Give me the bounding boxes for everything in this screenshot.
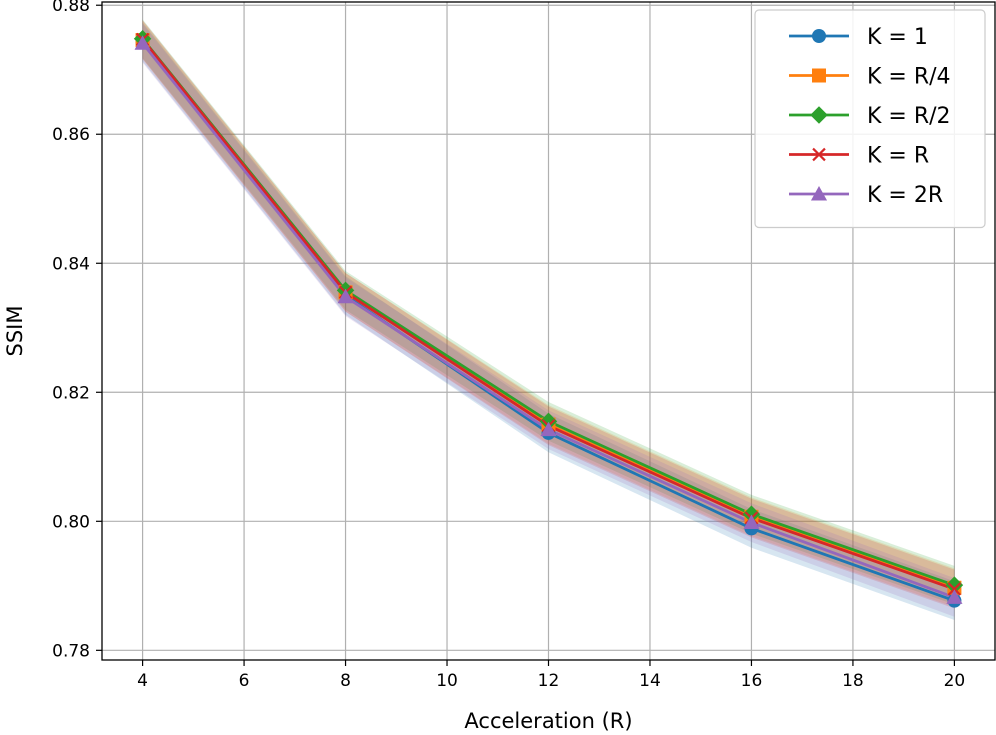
legend-label: K = R/4 bbox=[867, 65, 951, 90]
legend-marker bbox=[812, 68, 826, 83]
y-tick-label: 0.78 bbox=[52, 641, 90, 661]
legend-marker bbox=[810, 185, 828, 201]
legend-entry: K = 1 bbox=[789, 25, 928, 50]
legend-marker bbox=[810, 106, 828, 124]
x-tick-label: 8 bbox=[340, 671, 351, 691]
legend-marker bbox=[812, 29, 826, 43]
y-tick-label: 0.82 bbox=[52, 383, 90, 403]
x-tick-label: 18 bbox=[842, 671, 864, 691]
data-point-3-4 bbox=[947, 582, 962, 596]
y-tick-label: 0.86 bbox=[52, 125, 90, 145]
legend-entry: K = R bbox=[789, 144, 929, 169]
x-tick-label: 6 bbox=[239, 671, 250, 691]
legend-entry: K = R/4 bbox=[789, 65, 951, 90]
x-axis-ticks: 4 6 8 10 12 14 16 18 20 bbox=[137, 660, 965, 691]
legend: K = 1 K = R/4 K = R/2 K = R K = 2R bbox=[754, 9, 986, 229]
legend-label: K = R bbox=[867, 144, 929, 169]
data-point-2-3 bbox=[742, 505, 761, 523]
y-tick-label: 0.84 bbox=[52, 254, 90, 274]
y-axis-ticks: 0.78 0.80 0.82 0.84 0.86 0.88 bbox=[52, 0, 102, 661]
data-point-2-2 bbox=[539, 412, 558, 431]
data-point-4-2 bbox=[540, 421, 557, 437]
legend-marker bbox=[812, 147, 826, 162]
data-point-4-4 bbox=[946, 589, 963, 604]
y-tick-label: 0.88 bbox=[52, 0, 90, 16]
x-tick-label: 4 bbox=[137, 671, 148, 691]
x-axis-label: Acceleration (R) bbox=[464, 709, 632, 733]
legend-label: K = R/2 bbox=[867, 104, 951, 129]
series-band-2 bbox=[142, 19, 955, 605]
legend-label: K = 1 bbox=[867, 25, 928, 50]
series-markers bbox=[133, 30, 964, 608]
x-tick-label: 14 bbox=[639, 671, 661, 691]
data-point-4-3 bbox=[743, 514, 760, 530]
legend-box bbox=[754, 9, 986, 229]
data-point-2-4 bbox=[945, 576, 964, 594]
y-tick-label: 0.80 bbox=[52, 512, 90, 532]
data-point-4-1 bbox=[337, 288, 354, 304]
x-tick-label: 20 bbox=[944, 671, 966, 691]
y-axis-label: SSIM bbox=[3, 306, 27, 357]
legend-entry: K = R/2 bbox=[789, 104, 951, 129]
data-point-4-0 bbox=[134, 35, 151, 50]
x-tick-label: 10 bbox=[436, 671, 458, 691]
x-tick-label: 16 bbox=[741, 671, 763, 691]
series-band-3 bbox=[142, 20, 955, 609]
x-tick-label: 12 bbox=[538, 671, 560, 691]
legend-entry: K = 2R bbox=[789, 183, 943, 208]
legend-label: K = 2R bbox=[867, 183, 943, 208]
series-band-1 bbox=[142, 20, 955, 608]
